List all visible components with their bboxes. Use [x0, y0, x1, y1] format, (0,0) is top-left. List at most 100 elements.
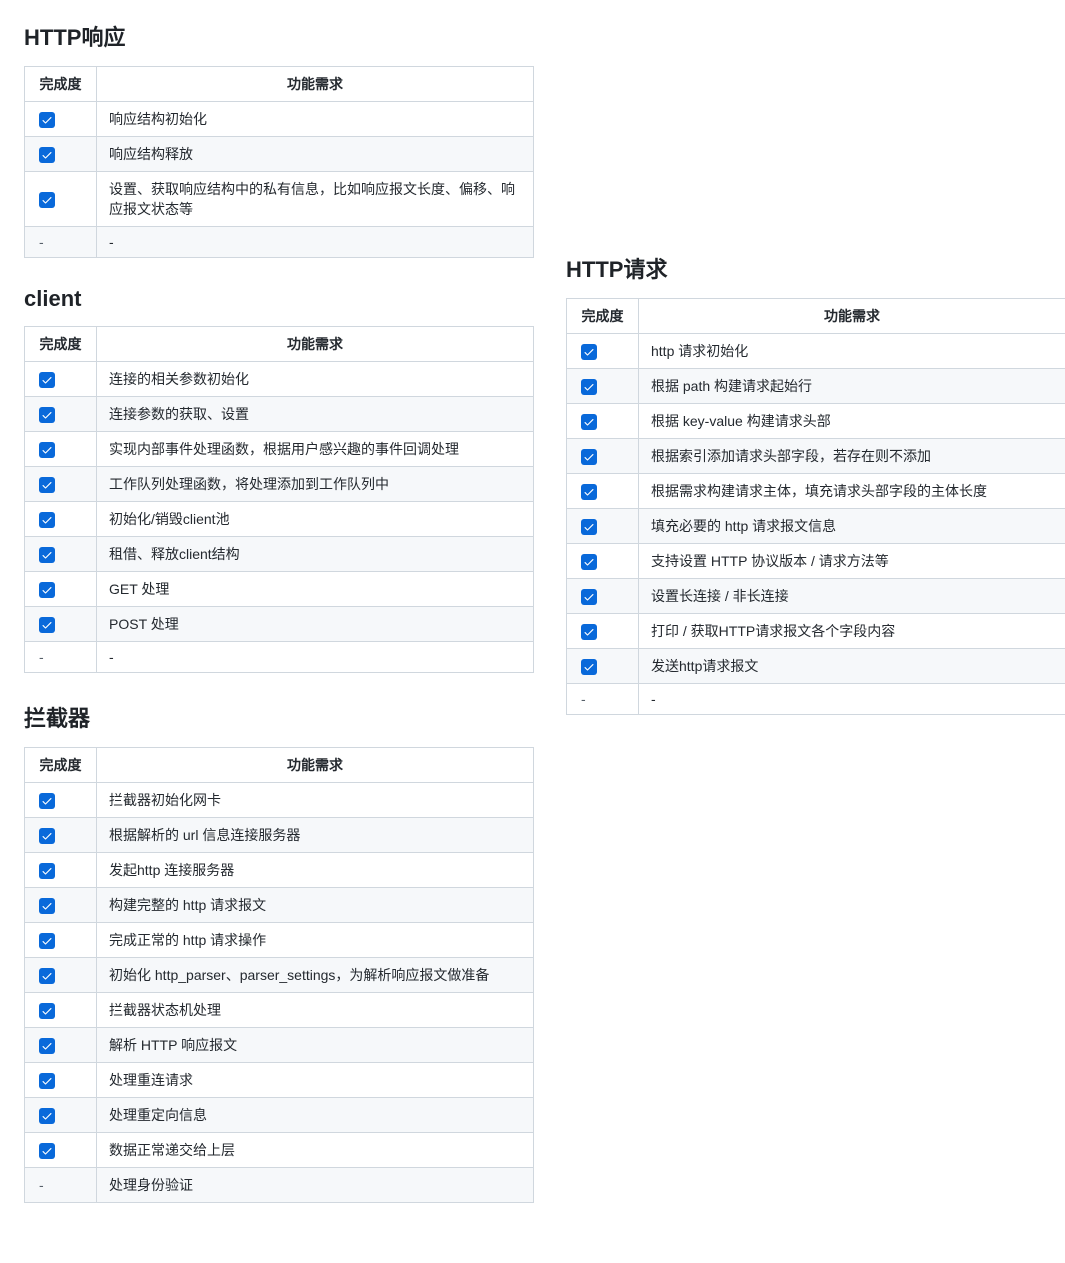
table-row: POST 处理 — [25, 607, 534, 642]
table-row: 发送http请求报文 — [567, 649, 1065, 684]
requirement-cell: 根据 key-value 构建请求头部 — [639, 404, 1065, 439]
table-row: 构建完整的 http 请求报文 — [25, 888, 534, 923]
completion-cell: - — [25, 1168, 97, 1203]
table-row: 初始化/销毁client池 — [25, 502, 534, 537]
table-row: 连接的相关参数初始化 — [25, 362, 534, 397]
completion-cell — [25, 502, 97, 537]
table-row: -- — [25, 642, 534, 673]
table-row: 响应结构初始化 — [25, 102, 534, 137]
completion-cell — [25, 958, 97, 993]
checkbox-checked-icon — [39, 828, 55, 844]
completion-empty: - — [39, 649, 44, 665]
left-column: HTTP响应 完成度 功能需求 响应结构初始化响应结构释放设置、获取响应结构中的… — [24, 20, 534, 1231]
checkbox-checked-icon — [581, 659, 597, 675]
completion-cell — [25, 137, 97, 172]
checkbox-checked-icon — [39, 793, 55, 809]
checkbox-checked-icon — [39, 863, 55, 879]
completion-cell — [25, 1098, 97, 1133]
requirement-cell: 填充必要的 http 请求报文信息 — [639, 509, 1065, 544]
table-row: 处理重连请求 — [25, 1063, 534, 1098]
completion-cell — [567, 334, 639, 369]
completion-cell — [25, 467, 97, 502]
tbody-http-response: 响应结构初始化响应结构释放设置、获取响应结构中的私有信息，比如响应报文长度、偏移… — [25, 102, 534, 258]
col-header-completion: 完成度 — [25, 327, 97, 362]
requirement-cell: 构建完整的 http 请求报文 — [97, 888, 534, 923]
checkbox-checked-icon — [581, 554, 597, 570]
checkbox-checked-icon — [39, 372, 55, 388]
table-row: 根据需求构建请求主体，填充请求头部字段的主体长度 — [567, 474, 1065, 509]
completion-cell — [25, 172, 97, 227]
checkbox-checked-icon — [39, 1073, 55, 1089]
checkbox-checked-icon — [39, 933, 55, 949]
col-header-requirement: 功能需求 — [97, 67, 534, 102]
table-row: 工作队列处理函数，将处理添加到工作队列中 — [25, 467, 534, 502]
completion-cell — [25, 1028, 97, 1063]
table-row: 根据解析的 url 信息连接服务器 — [25, 818, 534, 853]
requirement-cell: 设置、获取响应结构中的私有信息，比如响应报文长度、偏移、响应报文状态等 — [97, 172, 534, 227]
completion-cell — [567, 509, 639, 544]
checkbox-checked-icon — [39, 547, 55, 563]
checkbox-checked-icon — [39, 512, 55, 528]
requirement-cell: - — [97, 227, 534, 258]
completion-cell — [25, 853, 97, 888]
requirement-cell: 打印 / 获取HTTP请求报文各个字段内容 — [639, 614, 1065, 649]
completion-cell — [567, 579, 639, 614]
checkbox-checked-icon — [39, 407, 55, 423]
completion-cell — [25, 102, 97, 137]
requirement-cell: 初始化 http_parser、parser_settings，为解析响应报文做… — [97, 958, 534, 993]
requirement-cell: 处理身份验证 — [97, 1168, 534, 1203]
requirement-cell: 支持设置 HTTP 协议版本 / 请求方法等 — [639, 544, 1065, 579]
checkbox-checked-icon — [39, 1003, 55, 1019]
completion-cell — [25, 607, 97, 642]
table-row: 设置、获取响应结构中的私有信息，比如响应报文长度、偏移、响应报文状态等 — [25, 172, 534, 227]
checkbox-checked-icon — [39, 617, 55, 633]
requirement-cell: 响应结构初始化 — [97, 102, 534, 137]
two-column-layout: HTTP响应 完成度 功能需求 响应结构初始化响应结构释放设置、获取响应结构中的… — [24, 20, 1041, 1231]
completion-cell — [567, 614, 639, 649]
completion-cell — [567, 369, 639, 404]
requirement-cell: - — [639, 684, 1065, 715]
completion-cell — [567, 404, 639, 439]
table-row: -- — [567, 684, 1065, 715]
requirement-cell: 发起http 连接服务器 — [97, 853, 534, 888]
right-column: HTTP请求 完成度 功能需求 http 请求初始化根据 path 构建请求起始… — [566, 20, 1065, 743]
table-row: 响应结构释放 — [25, 137, 534, 172]
table-row: 完成正常的 http 请求操作 — [25, 923, 534, 958]
table-row: 设置长连接 / 非长连接 — [567, 579, 1065, 614]
requirement-cell: 根据需求构建请求主体，填充请求头部字段的主体长度 — [639, 474, 1065, 509]
section-title-http-response: HTTP响应 — [24, 20, 534, 52]
table-row: 支持设置 HTTP 协议版本 / 请求方法等 — [567, 544, 1065, 579]
requirement-cell: POST 处理 — [97, 607, 534, 642]
table-row: 填充必要的 http 请求报文信息 — [567, 509, 1065, 544]
section-title-interceptor: 拦截器 — [24, 701, 534, 733]
section-title-client: client — [24, 286, 534, 312]
completion-cell — [25, 1063, 97, 1098]
checkbox-checked-icon — [39, 477, 55, 493]
requirement-cell: - — [97, 642, 534, 673]
requirement-cell: 连接参数的获取、设置 — [97, 397, 534, 432]
completion-cell — [567, 544, 639, 579]
checkbox-checked-icon — [39, 898, 55, 914]
requirement-cell: 连接的相关参数初始化 — [97, 362, 534, 397]
completion-cell — [25, 397, 97, 432]
checkbox-checked-icon — [39, 1038, 55, 1054]
completion-empty: - — [39, 234, 44, 250]
requirement-cell: 完成正常的 http 请求操作 — [97, 923, 534, 958]
section-http-request: HTTP请求 完成度 功能需求 http 请求初始化根据 path 构建请求起始… — [566, 252, 1065, 715]
section-interceptor: 拦截器 完成度 功能需求 拦截器初始化网卡根据解析的 url 信息连接服务器发起… — [24, 701, 534, 1203]
requirement-cell: 处理重连请求 — [97, 1063, 534, 1098]
table-row: 连接参数的获取、设置 — [25, 397, 534, 432]
table-http-response: 完成度 功能需求 响应结构初始化响应结构释放设置、获取响应结构中的私有信息，比如… — [24, 66, 534, 258]
completion-cell — [567, 649, 639, 684]
col-header-completion: 完成度 — [25, 67, 97, 102]
table-row: -- — [25, 227, 534, 258]
completion-cell — [25, 783, 97, 818]
col-header-completion: 完成度 — [25, 748, 97, 783]
table-row: GET 处理 — [25, 572, 534, 607]
right-spacer — [566, 20, 1065, 252]
checkbox-checked-icon — [39, 1143, 55, 1159]
col-header-requirement: 功能需求 — [97, 327, 534, 362]
checkbox-checked-icon — [581, 484, 597, 500]
completion-cell — [25, 923, 97, 958]
table-row: 发起http 连接服务器 — [25, 853, 534, 888]
